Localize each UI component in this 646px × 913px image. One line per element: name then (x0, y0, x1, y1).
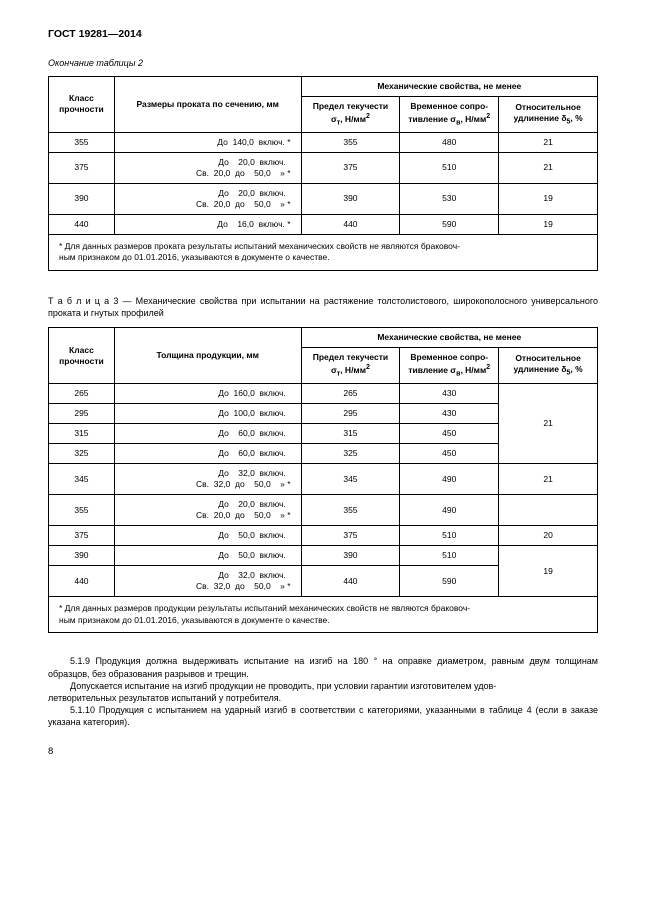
cell: 375 (49, 526, 115, 546)
col-strength-class: Класспрочности (49, 77, 115, 133)
cell: 355 (301, 132, 400, 152)
cell: 19 (499, 214, 598, 234)
cell: 440 (301, 566, 400, 597)
cell: 510 (400, 526, 499, 546)
cell: 295 (301, 403, 400, 423)
table-row: 355До 140,0 включ. *35548021 (49, 132, 598, 152)
col-size: Размеры проката по сечению, мм (114, 77, 301, 133)
cell: 430 (400, 383, 499, 403)
cell: 390 (301, 183, 400, 214)
cell: 21 (499, 464, 598, 495)
table-row: 375До 50,0 включ. 37551020 (49, 526, 598, 546)
cell: До 100,0 включ. (114, 403, 301, 423)
cell: 21 (499, 152, 598, 183)
col-yield: Предел текучестиσт, Н/мм2 (301, 348, 400, 384)
cell: 19 (499, 546, 598, 597)
cell: До 50,0 включ. (114, 546, 301, 566)
cell: 19 (499, 183, 598, 214)
cell: 510 (400, 546, 499, 566)
cell: 590 (400, 214, 499, 234)
cell: 490 (400, 495, 499, 526)
standard-id: ГОСТ 19281—2014 (48, 28, 598, 40)
cell: До 20,0 включ. Св. 20,0 до 50,0 » * (114, 152, 301, 183)
cell: До 140,0 включ. * (114, 132, 301, 152)
table3-footnote: * Для данных размеров продукции результа… (49, 597, 598, 633)
cell: 265 (301, 383, 400, 403)
cell: 510 (400, 152, 499, 183)
cell: 375 (301, 526, 400, 546)
cell (499, 495, 598, 526)
table-row: 355До 20,0 включ. Св. 20,0 до 50,0 » *35… (49, 495, 598, 526)
cell: 440 (301, 214, 400, 234)
cell: 390 (49, 183, 115, 214)
table-row: 265До 160,0 включ. 26543021 (49, 383, 598, 403)
cell: 440 (49, 214, 115, 234)
para-5-1-9: 5.1.9 Продукция должна выдерживать испыт… (48, 655, 598, 679)
page-number: 8 (48, 746, 598, 757)
cell: 21 (499, 132, 598, 152)
cell: До 160,0 включ. (114, 383, 301, 403)
cell: 325 (301, 444, 400, 464)
cell: 325 (49, 444, 115, 464)
cell: До 50,0 включ. (114, 526, 301, 546)
cell: До 60,0 включ. (114, 424, 301, 444)
table-row: 440До 16,0 включ. *44059019 (49, 214, 598, 234)
col-strength-class: Класспрочности (49, 328, 115, 384)
cell: 530 (400, 183, 499, 214)
col-mech-props: Механические свойства, не менее (301, 328, 597, 348)
cell: 450 (400, 424, 499, 444)
table-row: 375До 20,0 включ. Св. 20,0 до 50,0 » *37… (49, 152, 598, 183)
cell: До 32,0 включ. Св. 32,0 до 50,0 » * (114, 566, 301, 597)
cell: 315 (301, 424, 400, 444)
table-3: Класспрочности Толщина продукции, мм Мех… (48, 327, 598, 633)
cell: До 20,0 включ. Св. 20,0 до 50,0 » * (114, 495, 301, 526)
cell: 345 (301, 464, 400, 495)
table2-footnote: * Для данных размеров проката результаты… (49, 234, 598, 270)
cell: 490 (400, 464, 499, 495)
para-5-1-10: 5.1.10 Продукция с испытанием на ударный… (48, 704, 598, 728)
cell: 355 (49, 495, 115, 526)
col-tensile: Временное сопро-тивление σв, Н/мм2 (400, 348, 499, 384)
col-elong: Относительноеудлинение δ5, % (499, 97, 598, 133)
table-row: 345До 32,0 включ. Св. 32,0 до 50,0 » *34… (49, 464, 598, 495)
cell: 315 (49, 424, 115, 444)
table3-caption: Т а б л и ц а 3 — Механические свойства … (48, 295, 598, 319)
col-yield: Предел текучестиσт, Н/мм2 (301, 97, 400, 133)
continuation-label: Окончание таблицы 2 (48, 58, 598, 68)
table-row: 390До 50,0 включ. 39051019 (49, 546, 598, 566)
cell: 390 (49, 546, 115, 566)
col-elong: Относительноеудлинение δ5, % (499, 348, 598, 384)
cell: До 20,0 включ. Св. 20,0 до 50,0 » * (114, 183, 301, 214)
cell: 375 (301, 152, 400, 183)
col-mech-props: Механические свойства, не менее (301, 77, 597, 97)
cell: 265 (49, 383, 115, 403)
cell: До 60,0 включ. (114, 444, 301, 464)
cell: 355 (301, 495, 400, 526)
cell: 450 (400, 444, 499, 464)
cell: 440 (49, 566, 115, 597)
cell: 295 (49, 403, 115, 423)
cell: 355 (49, 132, 115, 152)
para-bend-test-note: Допускается испытание на изгиб продукции… (48, 680, 598, 704)
col-thickness: Толщина продукции, мм (114, 328, 301, 384)
cell: 375 (49, 152, 115, 183)
cell: 21 (499, 383, 598, 463)
col-tensile: Временное сопро-тивление σв, Н/мм2 (400, 97, 499, 133)
cell: 590 (400, 566, 499, 597)
cell: 390 (301, 546, 400, 566)
cell: До 16,0 включ. * (114, 214, 301, 234)
cell: 20 (499, 526, 598, 546)
cell: 345 (49, 464, 115, 495)
table-row: 390До 20,0 включ. Св. 20,0 до 50,0 » *39… (49, 183, 598, 214)
table-2: Класспрочности Размеры проката по сечени… (48, 76, 598, 271)
cell: 430 (400, 403, 499, 423)
cell: 480 (400, 132, 499, 152)
cell: До 32,0 включ. Св. 32,0 до 50,0 » * (114, 464, 301, 495)
